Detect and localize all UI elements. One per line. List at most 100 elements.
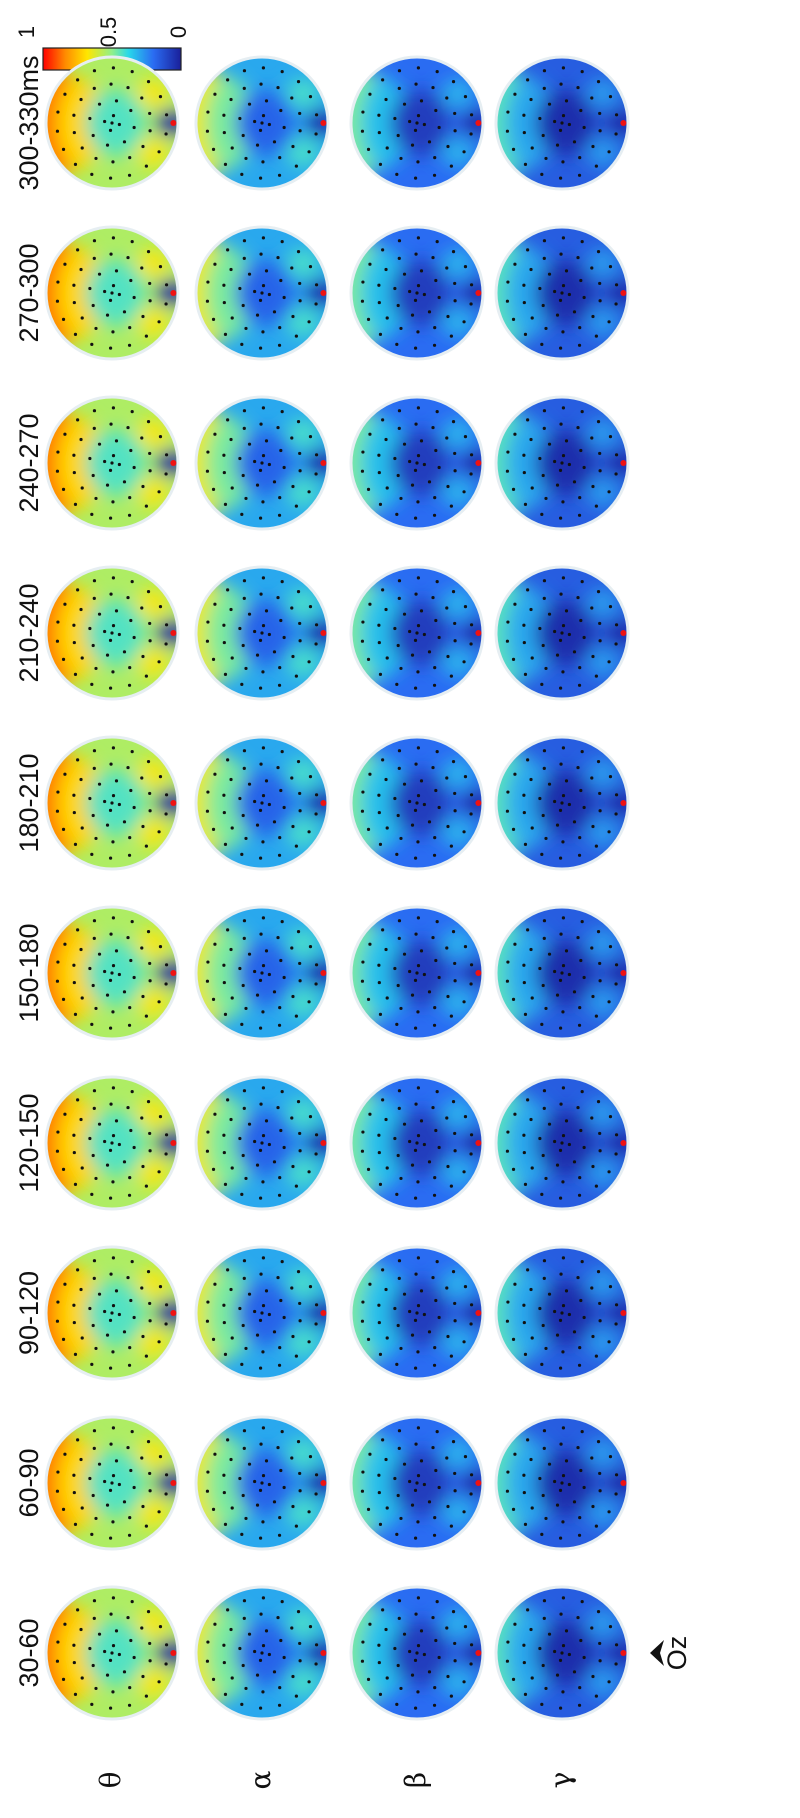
oz-electrode	[620, 800, 627, 806]
electrode-dot	[76, 248, 80, 252]
colorbar-mid-label: 0.5	[96, 17, 121, 48]
electrode-dot	[140, 1456, 144, 1460]
electrode-dot	[97, 782, 102, 786]
electrode-dot	[598, 111, 602, 116]
electrode-dot	[414, 422, 418, 426]
electrode-dot	[206, 450, 210, 454]
electrode-dot	[591, 1674, 595, 1679]
electrode-dot	[247, 1462, 252, 1466]
electrode-dot	[393, 116, 397, 121]
electrode-dot	[385, 146, 389, 150]
electrode-dot	[226, 418, 230, 422]
electrode-dot	[558, 468, 563, 472]
electrode-dot	[416, 66, 421, 70]
electrode-dot	[240, 852, 244, 856]
electrode-dot	[90, 1022, 94, 1026]
electrode-dot	[368, 1452, 372, 1456]
electrode-dot	[513, 1622, 517, 1626]
electrode-dot	[296, 760, 301, 764]
electrode-dot	[576, 1105, 580, 1110]
electrode-dot	[360, 639, 365, 643]
electrode-dot	[259, 592, 263, 596]
electrode-dot	[408, 119, 412, 124]
electrode-dot	[415, 631, 419, 635]
electrode-dot	[72, 640, 76, 645]
electrode-dot	[511, 997, 516, 1001]
electrode-dot	[564, 269, 569, 273]
electrode-dot	[433, 1516, 437, 1520]
electrode-dot	[294, 334, 298, 338]
electrode-dot	[260, 121, 264, 125]
time-label: 150-180	[14, 923, 44, 1022]
electrode-dot	[416, 454, 421, 458]
electrode-dot	[399, 496, 403, 501]
electrode-dot	[614, 302, 618, 306]
electrode-dot	[140, 266, 144, 270]
electrode-dot	[261, 66, 266, 70]
electrode-dot	[88, 1646, 92, 1651]
electrode-dot	[76, 78, 80, 82]
electrode-dot	[396, 303, 400, 308]
electrode-dot	[242, 766, 246, 770]
electrode-dot	[561, 1690, 565, 1694]
electrode-dot	[540, 1362, 544, 1366]
electrode-dot	[298, 1301, 302, 1306]
electrode-dot	[608, 1625, 613, 1629]
electrode-dot	[108, 1706, 113, 1710]
electrode-dot	[598, 281, 602, 286]
electrode-dot	[111, 1180, 115, 1184]
electrode-dot	[559, 1272, 563, 1276]
electrode-dot	[223, 672, 228, 676]
electrode-dot	[314, 642, 318, 646]
electrode-dot	[529, 607, 533, 612]
electrode-dot	[408, 969, 412, 974]
electrode-dot	[277, 853, 282, 857]
electrode-dot	[506, 280, 510, 284]
electrode-dot	[308, 1115, 313, 1119]
electrode-dot	[126, 1105, 130, 1110]
electrode-dot	[267, 122, 271, 127]
electrode-dot	[105, 1503, 110, 1507]
electrode-dot	[211, 657, 216, 661]
electrode-dot	[559, 82, 563, 86]
electrode-dot	[241, 1323, 245, 1328]
electrode-dot	[416, 840, 420, 844]
oz-electrode	[620, 1650, 627, 1656]
electrode-dot	[314, 812, 318, 816]
electrode-dot	[384, 267, 388, 272]
electrode-dot	[72, 283, 76, 287]
electrode-dot	[544, 836, 548, 841]
electrode-dot	[530, 826, 534, 830]
electrode-dot	[542, 239, 547, 243]
electrode-dot	[435, 1600, 439, 1604]
oz-electrode	[475, 1650, 482, 1656]
electrode-dot	[522, 300, 526, 305]
electrode-dot	[384, 437, 388, 442]
topomap	[496, 1417, 628, 1549]
electrode-dot	[223, 502, 228, 506]
electrode-dot	[261, 330, 265, 334]
electrode-dot	[542, 596, 546, 600]
electrode-dot	[157, 660, 161, 664]
electrode-dot	[422, 972, 426, 977]
electrode-dot	[253, 1649, 257, 1654]
electrode-dot	[413, 1148, 418, 1152]
oz-marker: Oz	[650, 1636, 692, 1670]
electrode-dot	[410, 1503, 415, 1507]
electrode-dot	[567, 1482, 571, 1487]
head-outline	[44, 1585, 180, 1721]
electrode-dot	[408, 1479, 412, 1484]
electrode-dot	[144, 1184, 148, 1188]
topomap	[196, 737, 328, 869]
electrode-dot	[561, 1010, 565, 1014]
electrode-dot	[381, 1268, 385, 1272]
electrode-dot	[90, 172, 94, 176]
electrode-dot	[413, 1658, 418, 1662]
electrode-dot	[555, 1163, 560, 1167]
electrode-dot	[561, 1086, 566, 1090]
electrode-dot	[141, 1674, 145, 1679]
electrode-dot	[381, 1438, 385, 1442]
electrode-dot	[128, 496, 132, 500]
electrode-dot	[280, 70, 284, 74]
electrode-dot	[415, 291, 419, 295]
